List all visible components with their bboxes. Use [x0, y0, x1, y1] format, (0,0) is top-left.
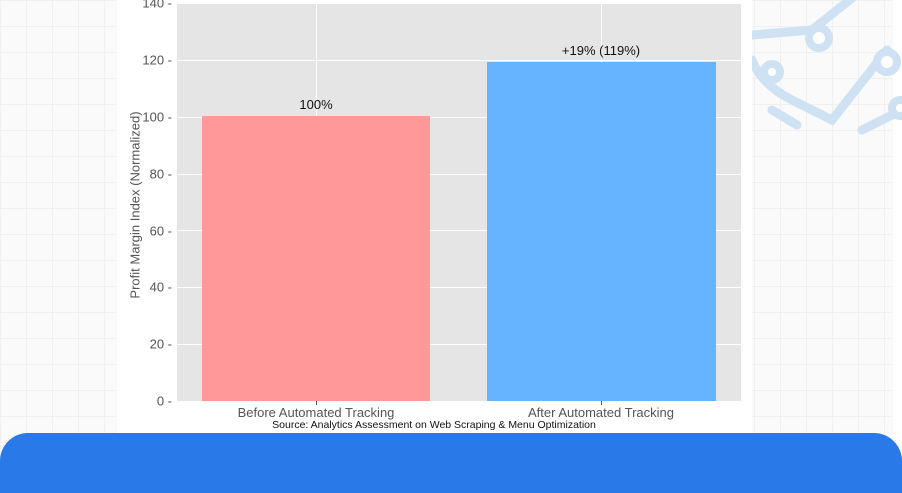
bar-before: [202, 116, 430, 401]
gridline: [177, 174, 741, 175]
x-tick-label: After Automated Tracking: [528, 405, 674, 420]
x-tick-mark: [601, 401, 602, 405]
gridline: [177, 60, 741, 61]
gridline: [177, 287, 741, 288]
x-tick-mark: [316, 401, 317, 405]
gridline: [177, 117, 741, 118]
bar-value-label: 100%: [299, 97, 333, 112]
y-tick: 80 -: [149, 166, 172, 182]
plot-area: 100% +19% (119%): [177, 3, 741, 401]
circuit-decoration-icon: [752, 0, 902, 135]
y-axis-label: Profit Margin Index (Normalized): [127, 111, 143, 299]
bar-value-label: +19% (119%): [561, 43, 641, 58]
bar-after: [487, 62, 716, 401]
y-tick: 40 -: [149, 279, 172, 295]
gridline: [177, 344, 741, 345]
right-margin: [893, 0, 902, 476]
y-tick: 0 -: [156, 393, 172, 409]
y-tick: 140 -: [142, 0, 172, 11]
y-tick: 100 -: [142, 109, 172, 125]
y-tick: 60 -: [149, 223, 172, 239]
y-tick: 20 -: [149, 336, 172, 352]
gridline: [177, 3, 741, 4]
gridline: [177, 230, 741, 231]
y-tick: 120 -: [142, 52, 172, 68]
x-tick-label: Before Automated Tracking: [237, 405, 395, 420]
source-caption: Source: Analytics Assessment on Web Scra…: [272, 419, 596, 431]
footer-band: [0, 433, 902, 493]
